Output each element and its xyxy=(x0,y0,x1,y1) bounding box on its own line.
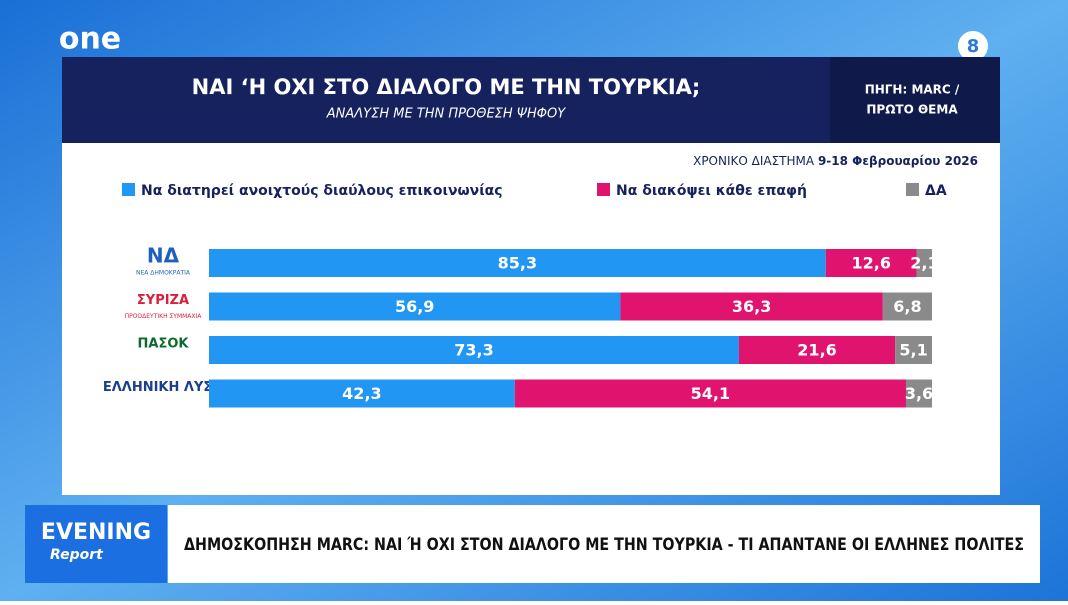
value-label: 73,3 xyxy=(454,341,493,360)
source-line: ΠΡΩΤΟ ΘΕΜΑ xyxy=(866,103,958,117)
bar-segment xyxy=(895,336,932,364)
bar-segment xyxy=(916,249,932,277)
value-label: 54,1 xyxy=(691,384,730,403)
chart: Να διατηρεί ανοιχτούς διαύλους επικοινων… xyxy=(103,183,947,408)
show-subtitle: Report xyxy=(50,547,104,563)
value-label: 3,6 xyxy=(905,384,933,403)
bar-segment xyxy=(905,379,932,408)
bar-segment xyxy=(825,249,917,277)
value-label: 85,3 xyxy=(498,254,537,273)
value-label: 42,3 xyxy=(342,384,381,403)
category-sublabel: ΠΡΟΟΔΕΥΤΙΚΗ ΣΥΜΜΑΧΙΑ xyxy=(125,313,203,320)
value-label: 2,1 xyxy=(910,254,938,273)
channel-badge: 8 xyxy=(967,36,980,57)
bar-segment xyxy=(620,292,883,321)
chart-subtitle: ΑΝΑΛΥΣΗ ΜΕ ΤΗΝ ΠΡΟΘΕΣΗ ΨΗΦΟΥ xyxy=(326,107,566,122)
bar-segment xyxy=(514,379,906,408)
period-label: ΧΡΟΝΙΚΟ ΔΙΑΣΤΗΜΑ xyxy=(693,154,815,168)
bar-segment xyxy=(209,292,621,321)
legend-label: Να διατηρεί ανοιχτούς διαύλους επικοινων… xyxy=(141,183,503,199)
value-label: 56,9 xyxy=(395,297,434,316)
badge-circle xyxy=(958,31,988,61)
category-label: ΣΥΡΙΖΑ xyxy=(137,293,189,308)
show-title: EVENING xyxy=(41,520,151,545)
period-value: 9-18 Φεβρουαρίου 2026 xyxy=(818,154,978,168)
bar-segment xyxy=(209,379,515,408)
chart-title: ΝΑΙ ‘Η ΟΧΙ ΣΤΟ ΔΙΑΛΟΓΟ ΜΕ ΤΗΝ ΤΟΥΡΚΙΑ; xyxy=(192,75,701,99)
value-label: 5,1 xyxy=(899,341,927,360)
header xyxy=(62,57,830,143)
category-label: ΕΛΛΗΝΙΚΗ ΛΥΣΗ xyxy=(103,380,223,395)
category-label: ΠΑΣΟΚ xyxy=(138,337,190,352)
legend-label: ΔΑ xyxy=(925,183,947,199)
bar-segment xyxy=(882,292,932,321)
show-box xyxy=(25,505,167,583)
category-sublabel: ΝΕΑ ΔΗΜΟΚΡΑΤΙΑ xyxy=(136,270,191,277)
legend-swatch xyxy=(122,183,135,196)
headline-box xyxy=(168,505,1040,583)
legend-label: Να διακόψει κάθε επαφή xyxy=(616,183,807,199)
legend-swatch xyxy=(906,183,919,196)
legend-swatch xyxy=(597,183,610,196)
bar-segment xyxy=(209,249,826,277)
value-label: 12,6 xyxy=(852,254,891,273)
bar-segment xyxy=(209,336,739,364)
bar-segment xyxy=(738,336,896,364)
headline: ΔΗΜΟΣΚΟΠΗΣΗ MARC: ΝΑΙ Ή ΟΧΙ ΣΤΟΝ ΔΙΑΛΟΓΟ… xyxy=(184,535,1024,555)
value-label: 36,3 xyxy=(732,297,771,316)
value-label: 6,8 xyxy=(893,297,921,316)
source-line: ΠΗΓΗ: MARC / xyxy=(865,83,960,97)
category-label: ΝΔ xyxy=(147,244,180,268)
period: ΧΡΟΝΙΚΟ ΔΙΑΣΤΗΜΑ 9-18 Φεβρουαρίου 2026 xyxy=(693,154,978,168)
channel-logo: one xyxy=(59,22,121,57)
value-label: 21,6 xyxy=(797,341,836,360)
source-box xyxy=(830,57,1000,143)
